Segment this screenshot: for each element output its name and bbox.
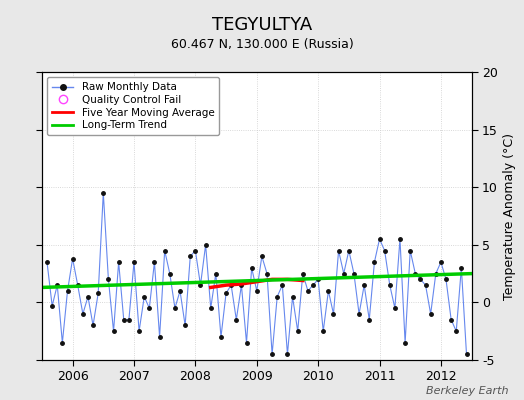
Text: 60.467 N, 130.000 E (Russia): 60.467 N, 130.000 E (Russia) [171,38,353,51]
Text: Berkeley Earth: Berkeley Earth [426,386,508,396]
Legend: Raw Monthly Data, Quality Control Fail, Five Year Moving Average, Long-Term Tren: Raw Monthly Data, Quality Control Fail, … [47,77,220,136]
Text: TEGYULTYA: TEGYULTYA [212,16,312,34]
Y-axis label: Temperature Anomaly (°C): Temperature Anomaly (°C) [504,132,517,300]
